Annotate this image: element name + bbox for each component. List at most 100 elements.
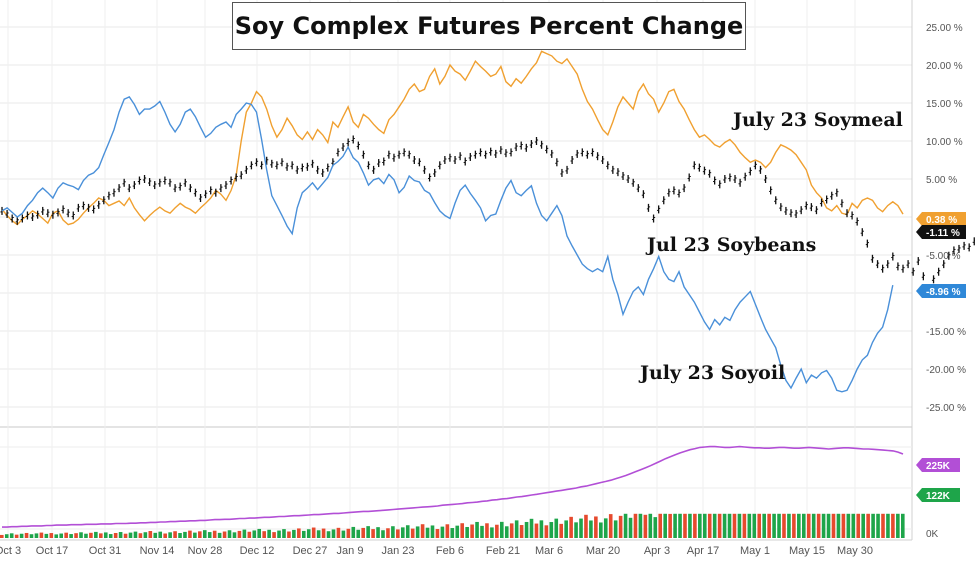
volume-bar xyxy=(247,531,252,538)
volume-bar xyxy=(128,532,133,538)
volume-bar xyxy=(227,530,232,538)
volume-bar xyxy=(534,523,539,538)
volume-bar xyxy=(207,532,212,538)
volume-bar xyxy=(341,530,346,538)
volume-bar xyxy=(336,527,341,538)
chart-title: Soy Complex Futures Percent Change xyxy=(232,2,746,50)
volume-bar xyxy=(79,532,83,538)
y-tick-label: 20.00 % xyxy=(926,61,963,72)
volume-bar xyxy=(509,523,514,538)
volume-bar xyxy=(133,531,138,538)
x-tick-label: Dec 27 xyxy=(293,545,328,557)
open-interest-line xyxy=(2,445,904,528)
last-value-tag: -8.96 % xyxy=(916,284,966,298)
volume-bar xyxy=(514,520,519,538)
x-tick-label: Nov 28 xyxy=(188,545,223,557)
volume-bar xyxy=(425,527,430,538)
volume-bar xyxy=(69,534,73,538)
last-value-tag-text: -1.11 % xyxy=(926,228,960,239)
volume-bar xyxy=(267,529,271,538)
volume-bar xyxy=(608,514,613,538)
volume-bar xyxy=(702,513,707,538)
volume-bar xyxy=(4,534,9,538)
price-grid xyxy=(0,0,913,541)
volume-bar xyxy=(242,529,247,538)
volume-bar xyxy=(727,513,732,538)
volume-bar xyxy=(287,531,291,538)
open-interest-path xyxy=(2,445,904,528)
volume-bar xyxy=(821,513,826,538)
volume-bar xyxy=(158,531,163,538)
volume-bar xyxy=(603,518,608,538)
volume-bar xyxy=(148,531,153,538)
volume-bar xyxy=(500,521,504,538)
volume-zero-label: 0K xyxy=(926,529,939,540)
volume-bar xyxy=(9,533,14,538)
volume-bar xyxy=(391,526,395,538)
volume-bar xyxy=(153,532,158,538)
volume-bar xyxy=(668,513,672,538)
volume-bar xyxy=(688,513,692,538)
volume-bar xyxy=(168,532,172,538)
x-tick-label: May 15 xyxy=(789,545,825,557)
volume-bar xyxy=(564,520,568,538)
volume-bar xyxy=(306,529,311,538)
volume-bar xyxy=(84,533,88,538)
volume-bar xyxy=(787,513,791,538)
volume-bar xyxy=(376,527,380,538)
volume-bar xyxy=(316,530,321,538)
volume-bar xyxy=(599,522,603,538)
volume-bar xyxy=(34,533,39,538)
x-tick-label: Mar 20 xyxy=(586,545,620,557)
volume-bar xyxy=(782,513,786,538)
volume-bar xyxy=(24,532,29,538)
volume-bar xyxy=(529,518,534,538)
volume-bar xyxy=(717,513,722,538)
volume-bar xyxy=(420,524,425,538)
volume-bar xyxy=(732,513,737,538)
volume-bar xyxy=(435,529,440,538)
volume-bar xyxy=(282,529,286,538)
volume-bar xyxy=(183,531,187,538)
x-axis-tick-labels: Oct 3 Oct 17 Oct 31 Nov 14 Nov 28 Dec 12 Dec 2… xyxy=(0,545,873,557)
y-tick-label: 10.00 % xyxy=(926,137,963,148)
volume-bar xyxy=(455,525,460,538)
volume-bar xyxy=(257,528,262,538)
volume-bar xyxy=(292,529,296,538)
volume-bar xyxy=(544,525,549,538)
volume-bar xyxy=(881,513,885,538)
volume-tag-bg xyxy=(916,488,960,502)
volume-bar xyxy=(351,526,356,538)
soymeal-annotation: July 23 Soymeal xyxy=(733,109,903,131)
volume-bar xyxy=(460,523,465,538)
volume-bar xyxy=(331,529,336,538)
volume-bar xyxy=(806,513,811,538)
volume-bar xyxy=(673,513,677,538)
volume-bar xyxy=(737,513,742,538)
y-tick-label: -20.00 % xyxy=(926,365,966,376)
x-tick-label: Feb 21 xyxy=(486,545,520,557)
volume-bar xyxy=(683,513,687,538)
volume-bar xyxy=(74,533,78,538)
volume-bar xyxy=(792,513,796,538)
last-value-tag-text: 0.38 % xyxy=(926,215,957,226)
soyoil-annotation: July 23 Soyoil xyxy=(640,362,786,384)
x-tick-label: Oct 3 xyxy=(0,545,21,557)
volume-bar xyxy=(14,534,19,538)
volume-bar xyxy=(539,520,544,538)
volume-bar xyxy=(574,522,578,538)
open-interest-tag: 225K xyxy=(916,458,960,472)
volume-bar xyxy=(519,525,524,538)
volume-bar xyxy=(222,531,227,538)
volume-bar xyxy=(504,526,509,538)
volume-bar xyxy=(54,534,59,538)
y-tick-label: -15.00 % xyxy=(926,327,966,338)
volume-bar xyxy=(301,530,306,538)
volume-bar xyxy=(0,534,4,538)
volume-bar xyxy=(410,528,415,538)
open-interest-tag-text: 225K xyxy=(926,461,951,472)
volume-bar xyxy=(440,526,445,538)
volume-bars xyxy=(0,513,905,538)
volume-bar xyxy=(851,513,856,538)
volume-tag-text: 122K xyxy=(926,491,951,502)
